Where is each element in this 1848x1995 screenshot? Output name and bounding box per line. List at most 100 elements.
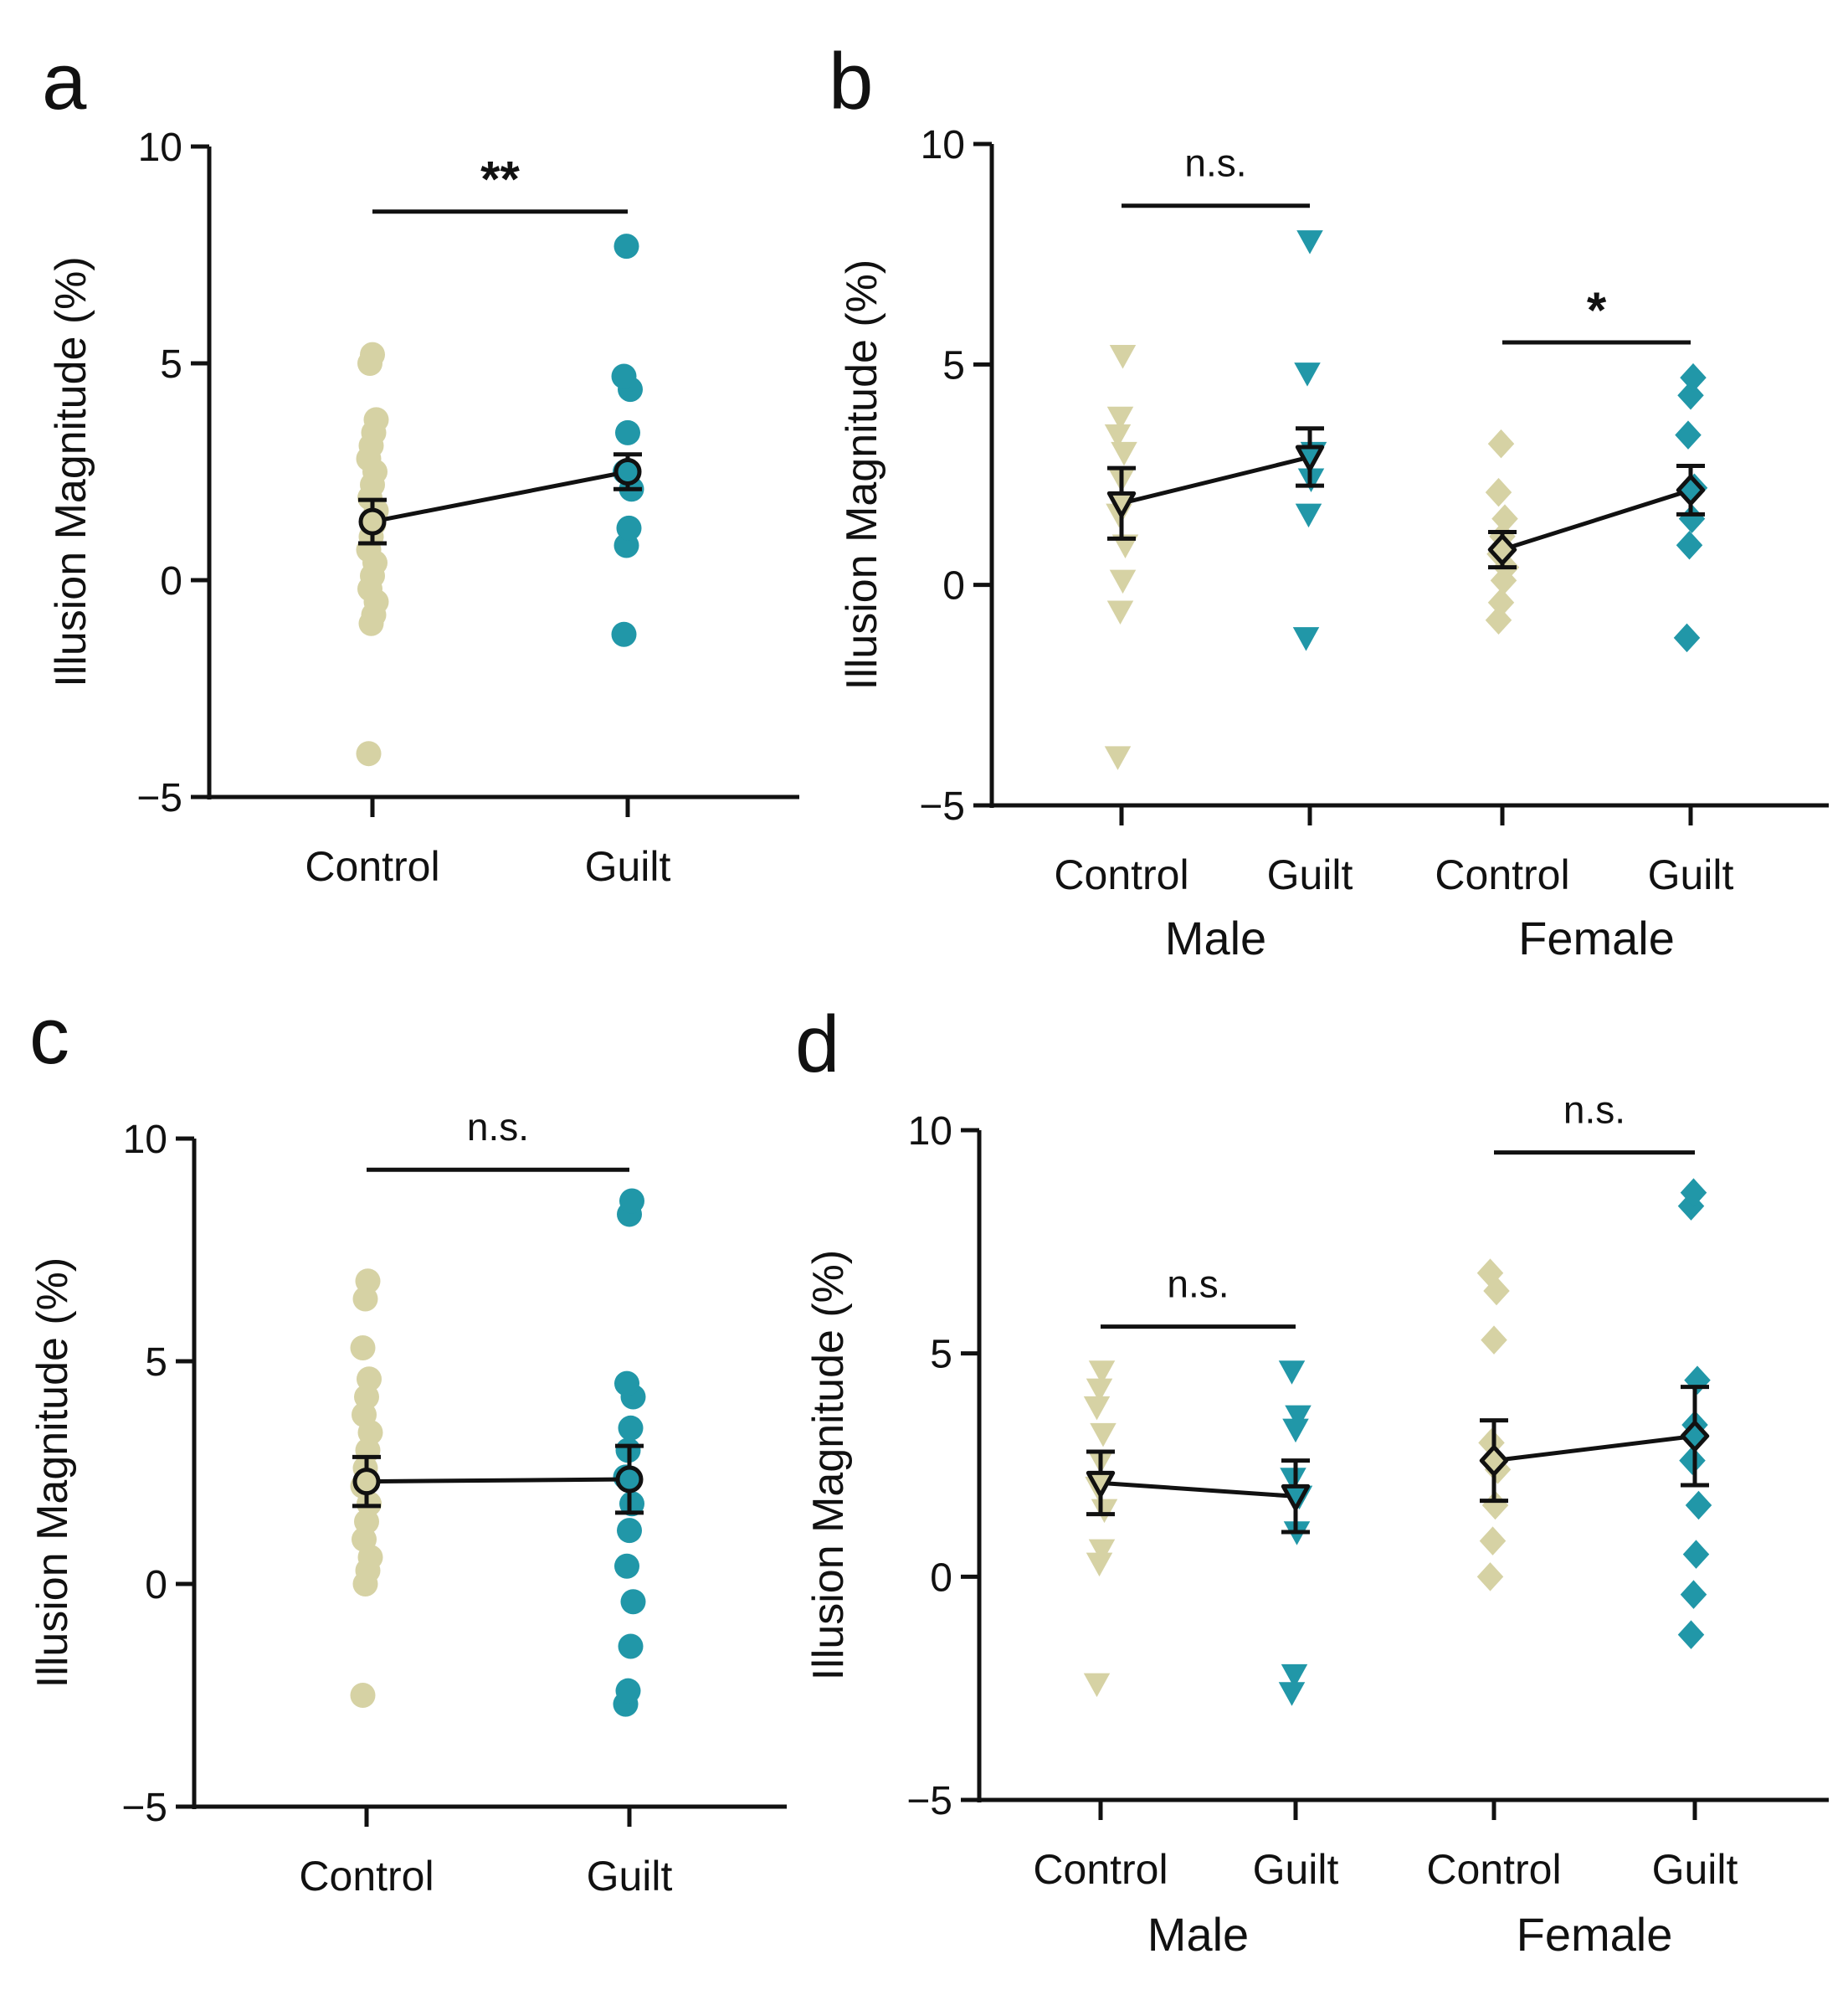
- data-point: [613, 234, 639, 260]
- y-tick-label: −5: [136, 776, 182, 820]
- data-point: [1491, 504, 1518, 533]
- data-point: [1109, 569, 1137, 594]
- data-point: [1285, 1405, 1312, 1430]
- x-tick-label: Guilt: [585, 843, 671, 890]
- data-point: [619, 1491, 644, 1517]
- data-point: [1106, 406, 1134, 431]
- data-point: [350, 1335, 376, 1361]
- y-tick-label: −5: [121, 1786, 167, 1830]
- x-tick-label: Control: [1033, 1846, 1168, 1893]
- data-point: [363, 407, 389, 433]
- data-point: [1485, 605, 1512, 635]
- x-tick-label: Control: [305, 843, 439, 890]
- y-axis-title: Illusion Magnitude (%): [28, 1257, 77, 1688]
- y-tick-label: 10: [138, 126, 182, 170]
- data-point: [1295, 503, 1322, 528]
- mean-marker: [352, 1468, 381, 1496]
- data-point: [1111, 441, 1137, 466]
- data-point: [1292, 627, 1320, 651]
- panel-letter-d: d: [795, 1000, 839, 1089]
- y-tick-label: 5: [942, 343, 965, 388]
- data-point: [618, 1415, 644, 1441]
- panel-letter-a: a: [42, 37, 87, 126]
- data-point: [1679, 1446, 1706, 1475]
- data-point: [618, 1633, 644, 1659]
- data-point: [1680, 362, 1707, 393]
- group-label-female: Female: [1517, 1908, 1673, 1961]
- mean-marker: [1295, 445, 1325, 472]
- data-point: [1487, 588, 1515, 617]
- data-point: [1278, 1360, 1306, 1385]
- y-tick-label: 0: [930, 1555, 952, 1600]
- mean-connector-line: [372, 470, 629, 524]
- panel-a: a −5 0 5 10 Illusion Magnitude (%) Control Guil…: [42, 37, 799, 890]
- data-point: [1086, 1552, 1113, 1577]
- data-point: [1481, 1490, 1509, 1520]
- data-point: [357, 1366, 382, 1392]
- data-point: [360, 342, 385, 368]
- y-tick-label: 10: [908, 1109, 952, 1154]
- significance-label: *: [1587, 282, 1607, 338]
- data-point: [1682, 1540, 1710, 1569]
- x-tick-label: Control: [1054, 851, 1188, 898]
- group-label-male: Male: [1165, 912, 1266, 964]
- y-tick-label: 10: [921, 123, 965, 167]
- significance-label: n.s.: [1563, 1088, 1625, 1132]
- y-axis-title: Illusion Magnitude (%): [804, 1250, 853, 1680]
- panel-letter-b: b: [829, 37, 873, 126]
- data-point: [1677, 1620, 1705, 1649]
- data-point: [616, 515, 642, 541]
- mean-marker: [358, 507, 387, 536]
- data-point: [1476, 1562, 1504, 1591]
- data-point: [1104, 746, 1132, 770]
- significance-label: n.s.: [467, 1105, 529, 1149]
- mean-connector-line: [1121, 455, 1311, 506]
- data-point: [1104, 424, 1132, 449]
- y-tick-label: 5: [930, 1333, 952, 1377]
- data-point: [1680, 1580, 1707, 1609]
- y-tick-label: 0: [160, 559, 182, 604]
- data-point: [1675, 420, 1702, 450]
- data-point: [1090, 1422, 1116, 1447]
- data-point: [1676, 531, 1703, 560]
- data-point: [1479, 1526, 1507, 1555]
- data-point: [1088, 1360, 1116, 1385]
- mean-marker: [613, 458, 642, 486]
- mean-connector-line: [1100, 1480, 1296, 1499]
- y-tick-label: 0: [145, 1563, 167, 1607]
- data-point: [1685, 1490, 1712, 1520]
- data-point: [1677, 380, 1704, 410]
- data-point: [1106, 600, 1134, 625]
- y-tick-label: 5: [160, 342, 182, 387]
- mean-marker: [1281, 1483, 1311, 1511]
- data-point: [1476, 1258, 1504, 1288]
- x-tick-label: Guilt: [1652, 1846, 1738, 1893]
- data-point: [1280, 1468, 1306, 1492]
- x-tick-label: Guilt: [1648, 851, 1734, 898]
- panel-d: d −5 0 5 10 Illusion Magnitude (%) Control Guil…: [795, 1000, 1829, 1961]
- x-tick-label: Control: [299, 1853, 434, 1900]
- panel-b: b −5 0 5 10 Illusion Magnitude (%) Control Guil…: [829, 37, 1829, 964]
- x-tick-label: Guilt: [1253, 1846, 1339, 1893]
- y-tick-label: −5: [919, 784, 965, 829]
- data-point: [611, 363, 637, 389]
- data-point: [1680, 1178, 1707, 1207]
- significance-label: n.s.: [1184, 141, 1246, 185]
- group-label-male: Male: [1147, 1908, 1249, 1961]
- data-point: [1282, 1418, 1309, 1443]
- y-tick-label: 0: [942, 564, 965, 609]
- data-point: [1684, 1365, 1711, 1395]
- mean-connector-line: [366, 1477, 630, 1484]
- mean-marker: [1680, 1420, 1710, 1452]
- significance-label: **: [480, 152, 520, 208]
- y-tick-label: 5: [145, 1340, 167, 1385]
- data-point: [615, 419, 640, 445]
- data-point: [1281, 1663, 1308, 1689]
- data-point: [1278, 1682, 1306, 1706]
- data-point: [1296, 230, 1323, 255]
- data-point: [1109, 345, 1137, 369]
- data-point: [1088, 1539, 1116, 1564]
- mean-marker: [1086, 1470, 1116, 1498]
- y-tick-label: −5: [906, 1779, 952, 1823]
